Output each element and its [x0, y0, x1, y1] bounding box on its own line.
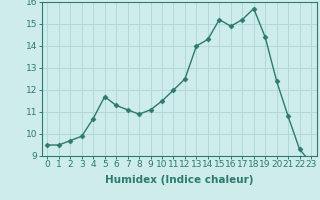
X-axis label: Humidex (Indice chaleur): Humidex (Indice chaleur)	[105, 175, 253, 185]
